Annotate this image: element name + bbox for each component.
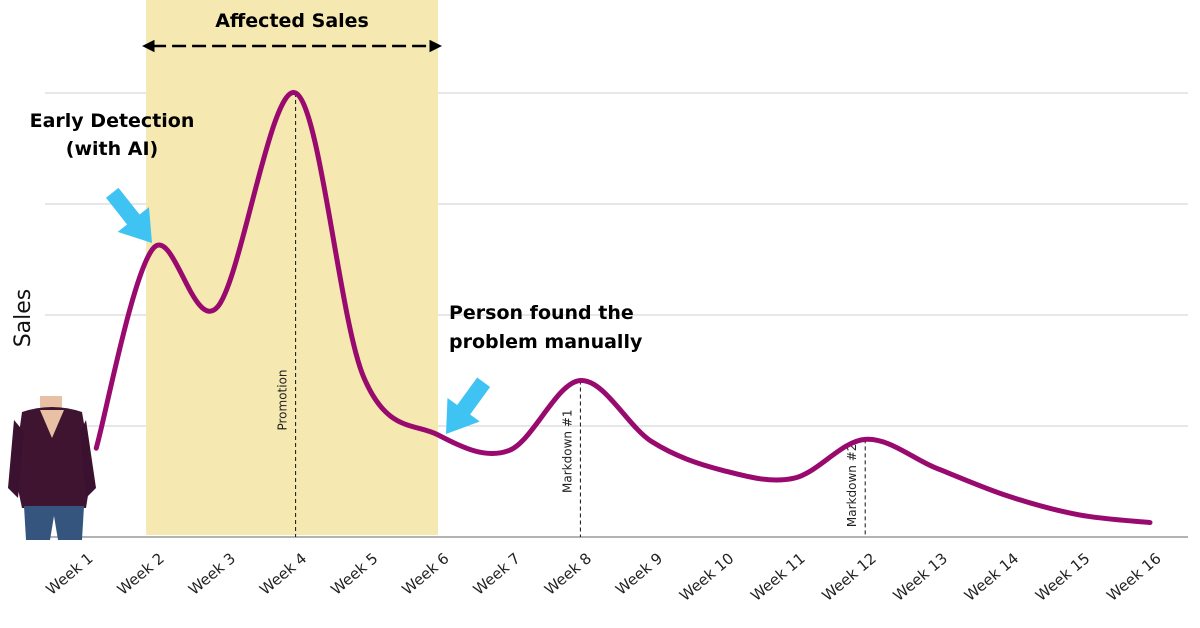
sales-line bbox=[93, 90, 1153, 526]
affected-region-label: Affected Sales bbox=[215, 10, 369, 32]
x-tick-label: Week 6 bbox=[399, 549, 453, 598]
early-detection-arrow bbox=[106, 187, 152, 243]
marker-label: Markdown #2 bbox=[845, 444, 859, 527]
x-tick-label: Week 15 bbox=[1032, 549, 1093, 605]
x-tick-label: Week 11 bbox=[747, 549, 808, 605]
x-axis-ticks: Week 1 Week 2 Week 3 Week 4 Week 5 Week 6 Week… bbox=[43, 549, 1165, 605]
x-tick-label: Week 9 bbox=[612, 549, 666, 598]
callout-arrows bbox=[106, 187, 491, 434]
x-tick-label: Week 1 bbox=[43, 549, 97, 598]
annotations: Early Detection (with AI) Person found the… bbox=[30, 110, 643, 353]
x-tick-label: Week 3 bbox=[185, 549, 239, 598]
marker-label: Promotion bbox=[276, 369, 290, 430]
x-tick-label: Week 16 bbox=[1103, 549, 1164, 605]
early-detection-label: Early Detection bbox=[30, 110, 195, 132]
event-markers: Promotion Markdown #1 Markdown #2 bbox=[276, 93, 866, 537]
affected-region: Affected Sales bbox=[142, 0, 442, 535]
x-tick-label: Week 10 bbox=[676, 549, 737, 605]
series bbox=[93, 90, 1153, 526]
x-tick-label: Week 12 bbox=[818, 549, 879, 605]
y-axis-label: Sales bbox=[11, 289, 36, 348]
person-icon bbox=[8, 396, 96, 540]
x-tick-label: Week 13 bbox=[890, 549, 951, 605]
x-tick-label: Week 4 bbox=[256, 549, 310, 598]
manual-detection-arrow bbox=[446, 377, 491, 434]
x-tick-label: Week 5 bbox=[327, 549, 381, 598]
x-tick-label: Week 14 bbox=[961, 549, 1022, 605]
manual-detection-label: Person found the bbox=[449, 302, 634, 324]
manual-detection-label: problem manually bbox=[449, 331, 643, 353]
x-tick-label: Week 2 bbox=[114, 549, 168, 598]
x-tick-label: Week 8 bbox=[541, 549, 595, 598]
affected-region-band bbox=[146, 0, 438, 535]
x-tick-label: Week 7 bbox=[470, 549, 524, 598]
early-detection-label: (with AI) bbox=[66, 138, 158, 160]
marker-label: Markdown #1 bbox=[560, 409, 574, 492]
